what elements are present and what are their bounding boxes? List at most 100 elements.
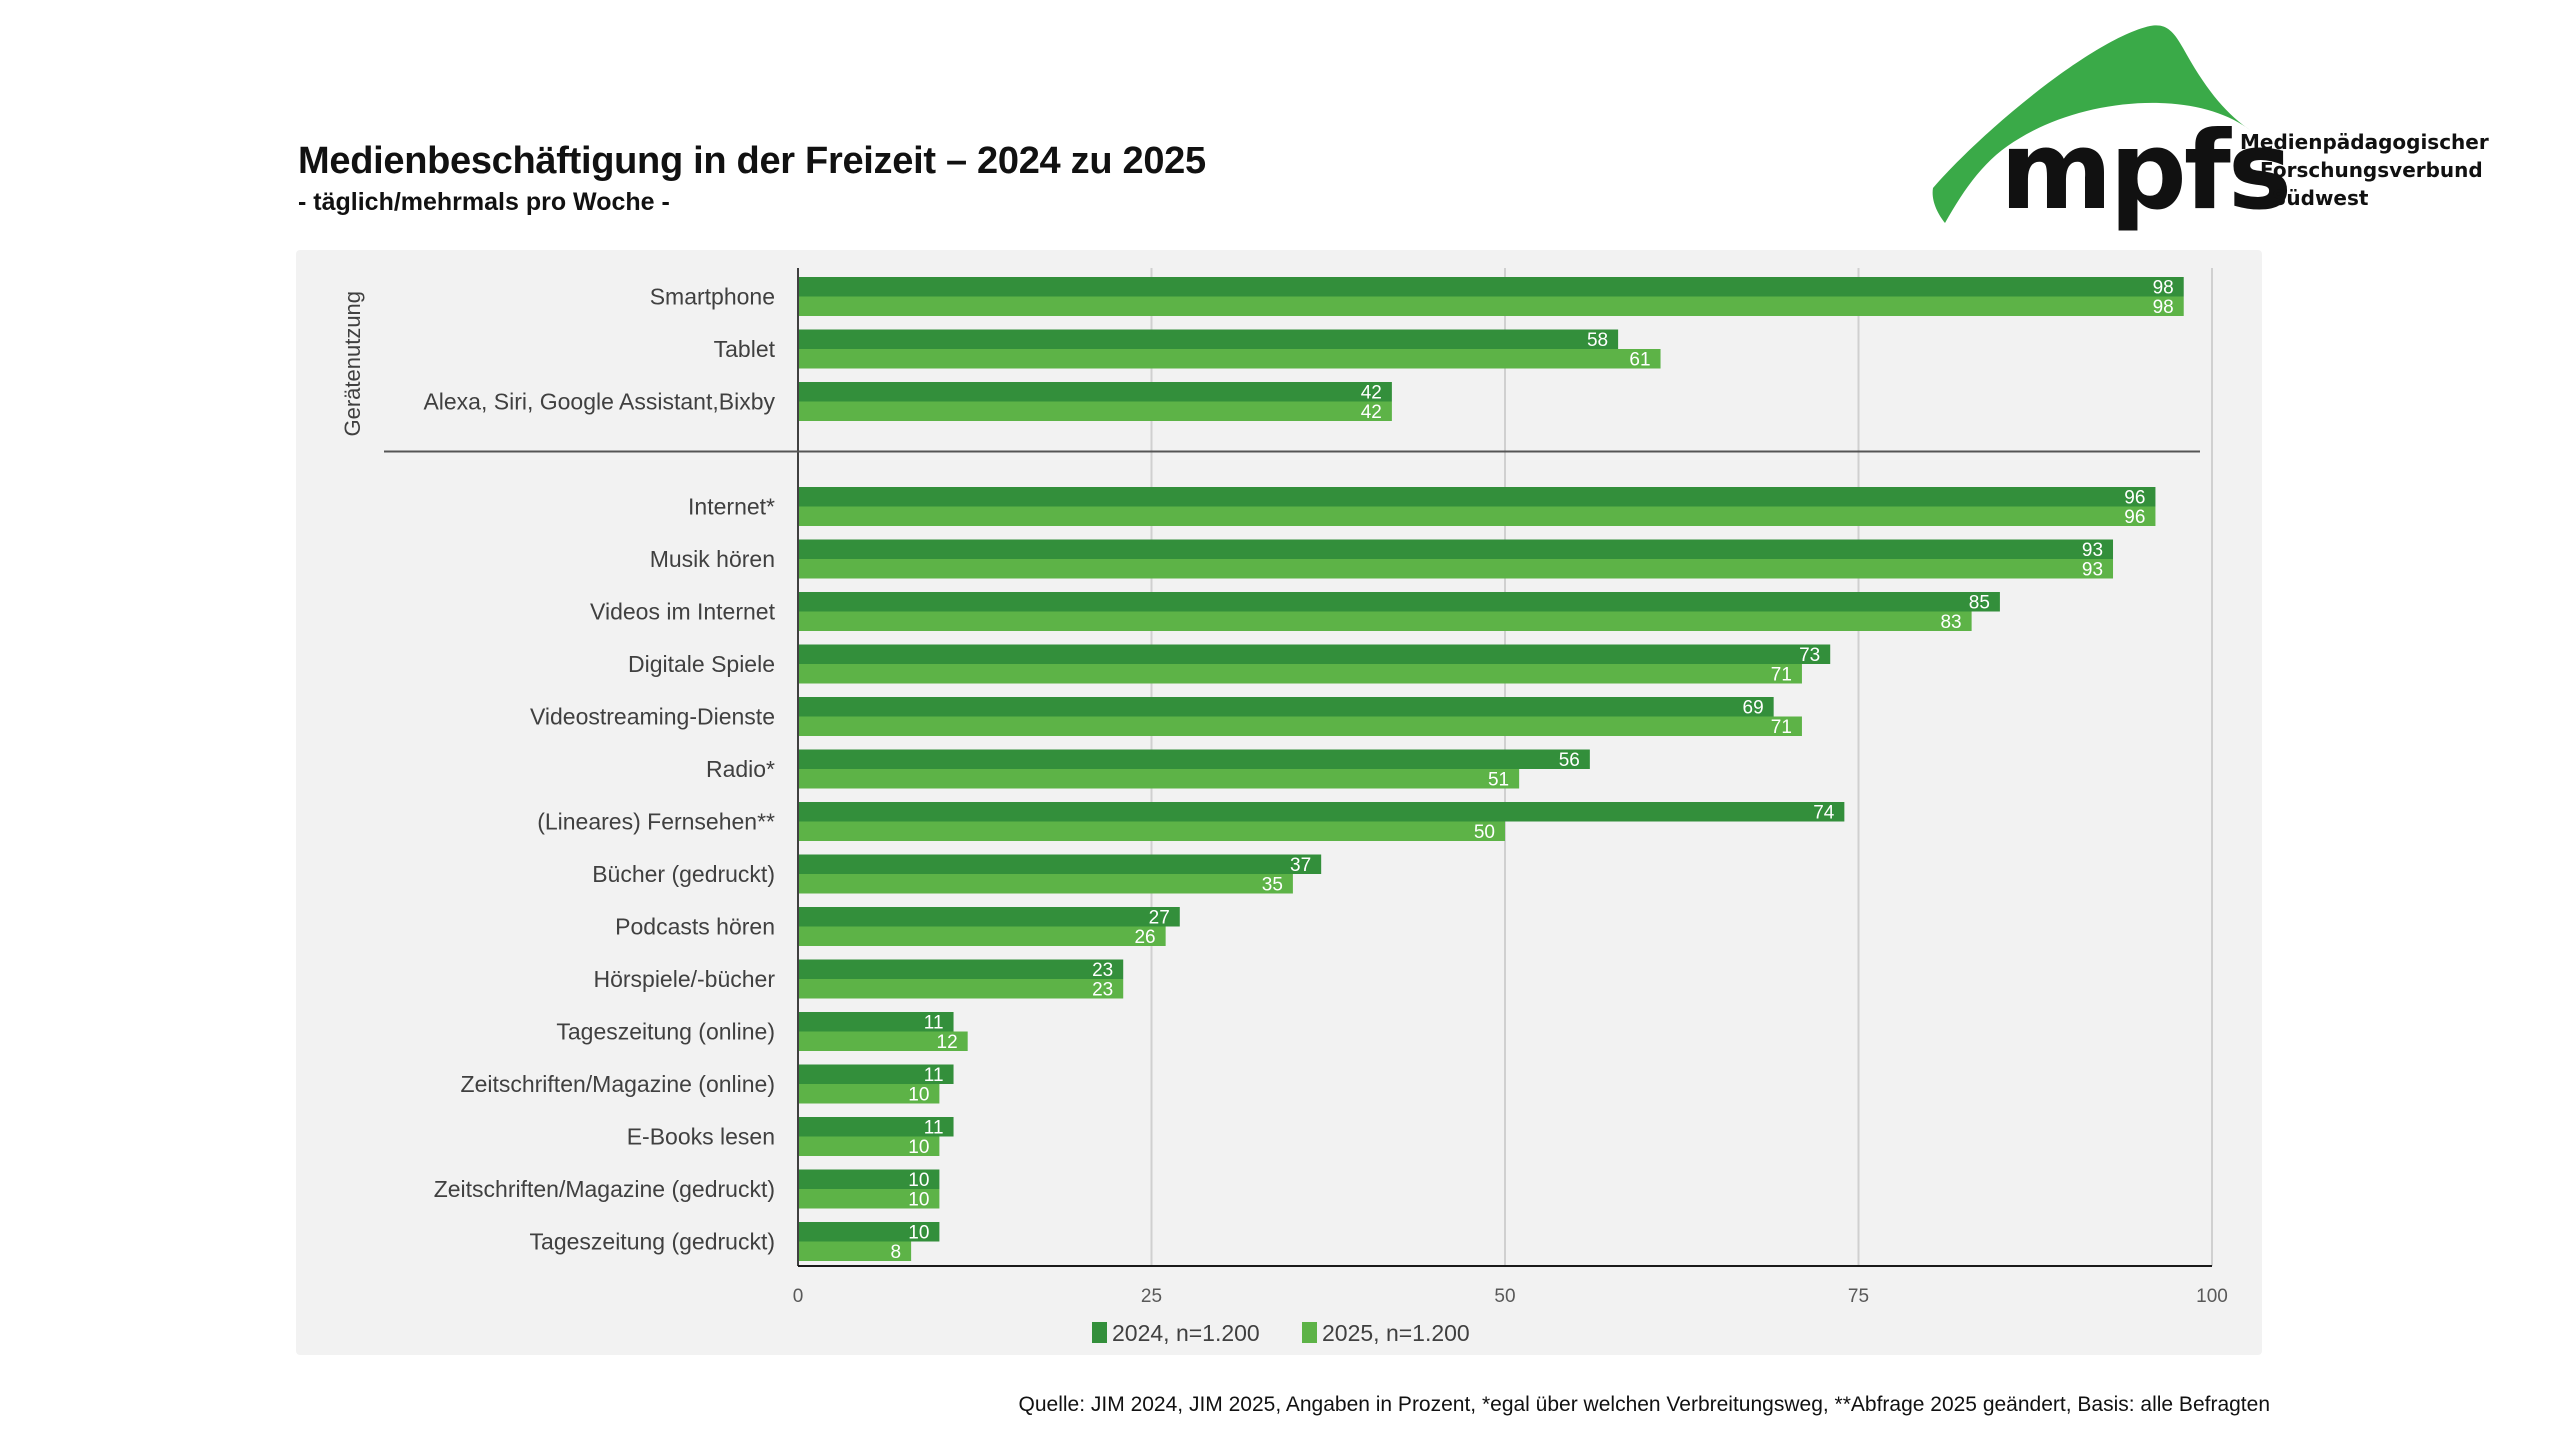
- bar-2025: [798, 1031, 968, 1051]
- bar-2024: [798, 697, 1774, 717]
- data-label: 10: [908, 1223, 929, 1244]
- data-label: 42: [1361, 383, 1382, 404]
- category-label: Tablet: [714, 336, 776, 362]
- category-label: Internet*: [688, 494, 775, 520]
- data-label: 8: [891, 1242, 902, 1263]
- category-label: E-Books lesen: [627, 1124, 775, 1150]
- bar-2025: [798, 664, 1802, 684]
- source-note: Quelle: JIM 2024, JIM 2025, Angaben in P…: [1018, 1393, 2270, 1416]
- bar-2025: [798, 506, 2156, 526]
- bar-2024: [798, 802, 1845, 822]
- data-label: 23: [1092, 960, 1113, 981]
- bars: [798, 277, 2184, 1261]
- legend-label: 2025, n=1.200: [1322, 1320, 1470, 1346]
- legend: 2024, n=1.200 2025, n=1.200: [1092, 1320, 1470, 1346]
- data-label: 11: [924, 1065, 944, 1086]
- page-title: Medienbeschäftigung in der Freizeit – 20…: [298, 140, 1206, 182]
- data-label: 10: [908, 1137, 929, 1158]
- data-label: 73: [1799, 645, 1820, 666]
- data-label: 83: [1940, 612, 1961, 633]
- bar-2025: [798, 349, 1661, 369]
- data-label: 93: [2082, 540, 2103, 561]
- category-label: Bücher (gedruckt): [592, 861, 775, 887]
- bar-2024: [798, 277, 2184, 297]
- bar-2025: [798, 1136, 940, 1156]
- data-label: 58: [1587, 330, 1608, 351]
- logo-line-2: Forschungsverbund: [2260, 158, 2483, 182]
- x-tick-labels: 0 25 50 75 100: [793, 1286, 2228, 1307]
- bar-2025: [798, 559, 2114, 579]
- bar-2025: [798, 979, 1124, 999]
- data-label: 35: [1262, 875, 1283, 896]
- legend-swatch-2025: [1302, 1322, 1317, 1343]
- bar-2025: [798, 1189, 940, 1209]
- data-label: 96: [2124, 488, 2145, 509]
- category-label: Zeitschriften/Magazine (gedruckt): [434, 1176, 775, 1202]
- bar-2024: [798, 382, 1392, 402]
- bar-2024: [798, 854, 1322, 874]
- category-label: Videos im Internet: [590, 599, 776, 625]
- bar-2025: [798, 769, 1520, 789]
- category-label: Tageszeitung (online): [556, 1019, 775, 1045]
- data-label: 12: [937, 1032, 958, 1053]
- bar-2025: [798, 611, 1972, 631]
- data-label: 93: [2082, 560, 2103, 581]
- bar-2024: [798, 592, 2000, 612]
- data-label: 61: [1629, 350, 1650, 371]
- logo-line-3: Südwest: [2272, 186, 2369, 210]
- bar-2024: [798, 1117, 954, 1137]
- data-label: 11: [924, 1013, 944, 1034]
- data-label: 69: [1743, 698, 1764, 719]
- data-label: 42: [1361, 402, 1382, 423]
- data-label: 71: [1771, 717, 1792, 738]
- data-label: 74: [1813, 803, 1835, 824]
- category-label: Digitale Spiele: [628, 651, 775, 677]
- data-label: 11: [924, 1118, 944, 1139]
- category-label: Zeitschriften/Magazine (online): [461, 1071, 775, 1097]
- x-tick-label: 25: [1141, 1286, 1162, 1307]
- x-tick-label: 75: [1848, 1286, 1869, 1307]
- data-label: 10: [908, 1170, 929, 1191]
- data-label: 98: [2153, 278, 2174, 299]
- category-label: Radio*: [706, 756, 775, 782]
- logo-wordmark: mpfs: [2000, 109, 2292, 234]
- bar-2024: [798, 749, 1590, 769]
- bar-2025: [798, 874, 1293, 894]
- data-label: 56: [1559, 750, 1580, 771]
- bar-2024: [798, 907, 1180, 927]
- category-labels: Smartphone Tablet Alexa, Siri, Google Assi…: [340, 284, 776, 1255]
- category-label: (Lineares) Fernsehen**: [537, 809, 775, 835]
- category-label: Hörspiele/-bücher: [593, 966, 775, 992]
- data-label: 10: [908, 1190, 929, 1211]
- bar-2024: [798, 539, 2114, 559]
- bar-2025: [798, 401, 1392, 421]
- bar-2025: [798, 821, 1505, 841]
- x-tick-label: 0: [793, 1286, 804, 1307]
- data-label: 51: [1488, 770, 1509, 791]
- data-label: 23: [1092, 980, 1113, 1001]
- data-label: 10: [908, 1085, 929, 1106]
- bar-2024: [798, 329, 1619, 349]
- x-tick-label: 50: [1494, 1286, 1515, 1307]
- category-label: Videostreaming-Dienste: [530, 704, 775, 730]
- data-label: 50: [1474, 822, 1495, 843]
- bar-2024: [798, 1169, 940, 1189]
- data-label: 37: [1290, 855, 1311, 876]
- bar-2024: [798, 1064, 954, 1084]
- x-tick-label: 100: [2196, 1286, 2228, 1307]
- bar-2024: [798, 1012, 954, 1032]
- legend-swatch-2024: [1092, 1322, 1107, 1343]
- category-label: Musik hören: [650, 546, 775, 572]
- bar-2024: [798, 487, 2156, 507]
- category-label: Smartphone: [650, 284, 775, 310]
- logo-arch-icon: [1932, 25, 2250, 223]
- data-label: 96: [2124, 507, 2145, 528]
- category-label: Tageszeitung (gedruckt): [530, 1229, 775, 1255]
- legend-label: 2024, n=1.200: [1112, 1320, 1260, 1346]
- bar-2025: [798, 926, 1166, 946]
- bar-2024: [798, 644, 1831, 664]
- axes: [384, 268, 2212, 1267]
- bar-2025: [798, 1084, 940, 1104]
